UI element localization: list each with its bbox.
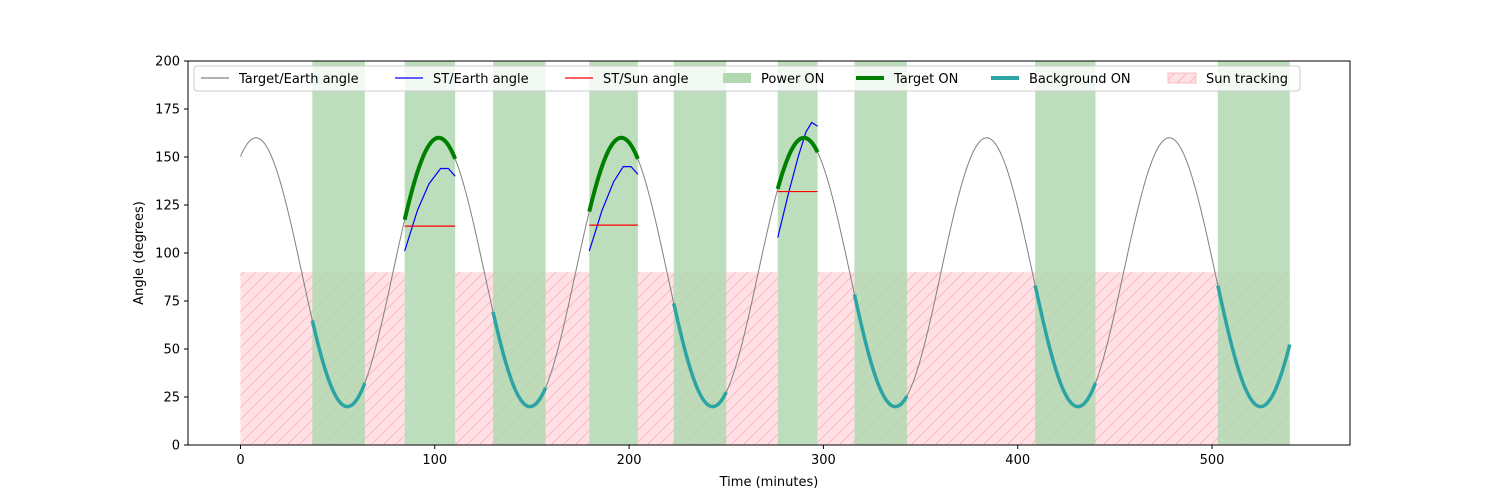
background-on-segment-5 [1216,285,1292,409]
legend-item-background-on: Background ON [991,72,1131,87]
legend: Target/Earth angle ST/Earth angle ST/Sun a… [193,65,1301,92]
legend-item-st-earth: ST/Earth angle [395,72,529,87]
legend-label: Target ON [893,72,958,87]
target-on-segment-0 [402,135,458,221]
power-on-span-3 [589,61,638,445]
st-earth-angle-segment-2 [777,121,818,238]
power-on-layer [312,61,1290,445]
y-tick-label-175: 175 [155,103,180,118]
legend-handle-hatch [1168,73,1196,83]
power-on-span-1 [404,61,456,445]
legend-item-st-sun: ST/Sun angle [565,72,689,87]
legend-handle [723,73,751,83]
sun-tracking-layer [240,272,1290,445]
x-tick-label-300: 300 [811,453,836,468]
power-on-span-0 [312,61,365,445]
st-earth-angle-segment-0 [404,167,456,252]
x-tick-label-200: 200 [617,453,642,468]
y-axis: 0 25 50 75 100 125 150 175 200 [155,55,188,454]
legend-label: Power ON [761,72,824,87]
st-earth-angle-segment-1 [588,166,639,252]
y-tick-label-75: 75 [163,295,180,310]
y-tick-label-100: 100 [155,247,180,262]
x-axis: 0 100 200 300 400 500 [236,445,1224,468]
y-tick-label-200: 200 [155,55,180,70]
background-on-segment-0 [310,320,367,409]
y-tick-label-25: 25 [163,391,180,406]
x-tick-label-500: 500 [1200,453,1225,468]
legend-item-target-earth: Target/Earth angle [201,72,359,87]
y-tick-label-125: 125 [155,199,180,214]
x-axis-label: Time (minutes) [719,475,819,490]
legend-item-power-on: Power ON [723,72,824,87]
legend-label: ST/Sun angle [603,72,689,87]
power-on-span-4 [673,61,727,445]
background-on-segment-1 [491,311,548,409]
x-tick-label-0: 0 [236,453,244,468]
background-on-segment-4 [1033,285,1098,409]
power-on-span-7 [1035,61,1096,445]
legend-item-target-on: Target ON [856,72,958,87]
y-tick-label-50: 50 [163,343,180,358]
power-on-span-6 [854,61,907,445]
x-tick-label-400: 400 [1005,453,1030,468]
legend-label: Sun tracking [1206,72,1288,87]
background-on-segment-2 [672,302,728,409]
power-on-span-2 [493,61,546,445]
y-tick-label-150: 150 [155,151,180,166]
x-tick-label-100: 100 [422,453,447,468]
legend-item-sun-tracking: Sun tracking [1167,72,1288,87]
legend-label: ST/Earth angle [433,72,529,87]
power-on-span-5 [777,61,818,445]
legend-label: Background ON [1029,72,1131,87]
target-on-segment-1 [587,135,640,213]
target-on-segment-2 [775,135,820,190]
background-on-segment-3 [852,294,909,409]
y-tick-label-0: 0 [172,439,180,454]
y-axis-label: Angle (degrees) [132,201,147,305]
legend-label: Target/Earth angle [238,72,359,87]
series-layer [240,121,1292,409]
power-on-span-8 [1217,61,1290,445]
